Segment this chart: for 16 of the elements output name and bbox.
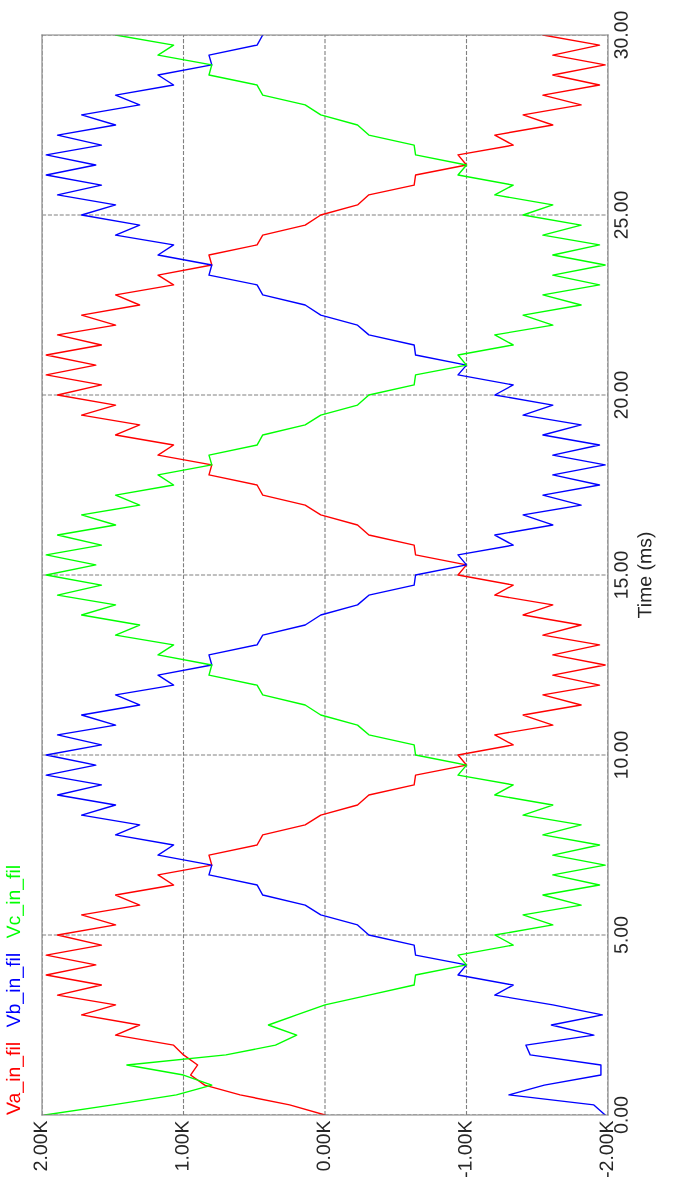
text: Vb_in_fil (5, 954, 24, 1028)
x-tick-label: 1.00K (174, 1120, 189, 1170)
y-tick-label: 25.00 (614, 191, 628, 239)
y-tick-label: 10.00 (614, 731, 628, 778)
y-axis-title: Time (ms) (637, 532, 656, 618)
text: Va_in_fil (5, 1043, 24, 1115)
text: Vc_in_fil (5, 866, 24, 939)
y-tick-label: 30.00 (614, 11, 628, 59)
x-tick-label: -2.00K (599, 1120, 614, 1177)
x-tick-label: 0.00K (316, 1120, 331, 1171)
y-tick-label: 15.00 (614, 551, 628, 598)
y-tick-label: 0.00 (614, 1096, 628, 1134)
x-tick-label: 2.00K (33, 1120, 48, 1171)
y-tick-label: 20.00 (614, 371, 628, 419)
y-tick-label: 5.00 (614, 916, 628, 954)
x-tick-label: -1.00K (457, 1120, 472, 1177)
